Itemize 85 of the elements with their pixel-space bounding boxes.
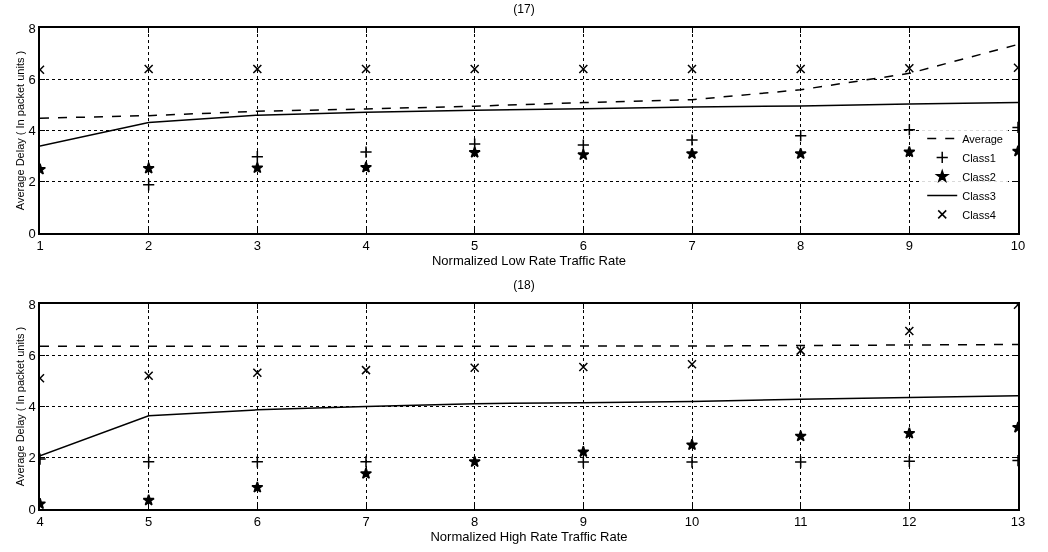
point [576, 455, 590, 469]
legend-label: Average [962, 132, 1003, 145]
y-tick-label: 6 [28, 71, 36, 87]
x-tick-label: 6 [253, 514, 261, 530]
point [252, 64, 263, 74]
y-tick-label: 8 [28, 296, 36, 312]
legend-label: Class1 [962, 151, 996, 164]
y-axis-title: Average Delay ( In packet units ) [13, 326, 26, 487]
x-tick-label: 1 [36, 238, 44, 254]
point [685, 147, 699, 160]
point [794, 129, 808, 142]
x-tick-label: 5 [145, 514, 153, 530]
point [142, 162, 155, 174]
y-tick-label: 2 [28, 174, 36, 190]
point [250, 150, 264, 163]
point [251, 161, 264, 174]
point [250, 455, 264, 469]
x-tick-label: 10 [684, 514, 700, 530]
y-tick-label: 4 [28, 399, 36, 415]
y-tick-label: 0 [28, 225, 36, 241]
point [143, 64, 154, 74]
point [142, 455, 156, 469]
x-tick-label: 8 [797, 238, 805, 254]
point [469, 363, 480, 373]
y-tick-label: 6 [28, 347, 36, 363]
x-tick-label: 8 [471, 514, 479, 530]
point [904, 326, 915, 336]
x-tick-label: 9 [579, 514, 587, 530]
point [685, 133, 699, 147]
point [685, 438, 699, 451]
point [904, 63, 915, 73]
point [795, 345, 806, 356]
x-tick-label: 4 [362, 238, 370, 254]
x-tick-label: 9 [905, 238, 913, 254]
point [577, 148, 590, 161]
point [142, 493, 155, 506]
point [468, 146, 481, 158]
point [142, 178, 156, 192]
point [902, 123, 916, 137]
point [576, 138, 590, 152]
x-tick-label: 10 [1010, 238, 1026, 254]
point [359, 145, 373, 159]
point [361, 365, 371, 375]
point [902, 454, 916, 468]
point [252, 367, 263, 378]
point [359, 455, 373, 469]
point [794, 429, 807, 442]
x-tick-label: 7 [688, 238, 696, 254]
x-tick-label: 7 [362, 514, 370, 530]
y-tick-label: 4 [28, 123, 36, 139]
x-tick-label: 3 [253, 238, 261, 254]
chart-title: (18) [513, 277, 535, 292]
legend-label: Class3 [962, 189, 996, 202]
point [578, 64, 589, 74]
y-tick-label: 0 [28, 501, 36, 517]
point [578, 362, 589, 372]
legend-label: Class4 [962, 208, 996, 221]
x-tick-label: 5 [471, 238, 479, 254]
x-axis-title: Normalized Low Rate Traffic Rate [431, 253, 627, 269]
x-tick-label: 12 [902, 514, 917, 530]
x-tick-label: 13 [1010, 514, 1026, 530]
chart-title: (17) [513, 1, 535, 16]
point [577, 445, 590, 458]
point [795, 64, 806, 74]
y-axis-title: Average Delay ( In packet units ) [13, 50, 26, 211]
point [359, 467, 373, 479]
point [251, 481, 264, 493]
point [687, 359, 697, 369]
point [794, 455, 808, 469]
x-axis-title: Normalized High Rate Traffic Rate [430, 529, 628, 545]
x-tick-label: 6 [579, 238, 587, 254]
y-tick-label: 2 [28, 450, 36, 466]
point [794, 147, 807, 160]
point [469, 64, 480, 74]
point [361, 64, 371, 74]
point [143, 371, 154, 381]
point [687, 64, 697, 74]
point [903, 427, 916, 439]
x-tick-label: 11 [793, 514, 808, 530]
legend-label: Class2 [962, 170, 996, 183]
point [359, 161, 373, 173]
point [685, 455, 699, 469]
point [468, 455, 481, 468]
y-tick-label: 8 [28, 20, 36, 36]
x-tick-label: 2 [145, 238, 153, 254]
